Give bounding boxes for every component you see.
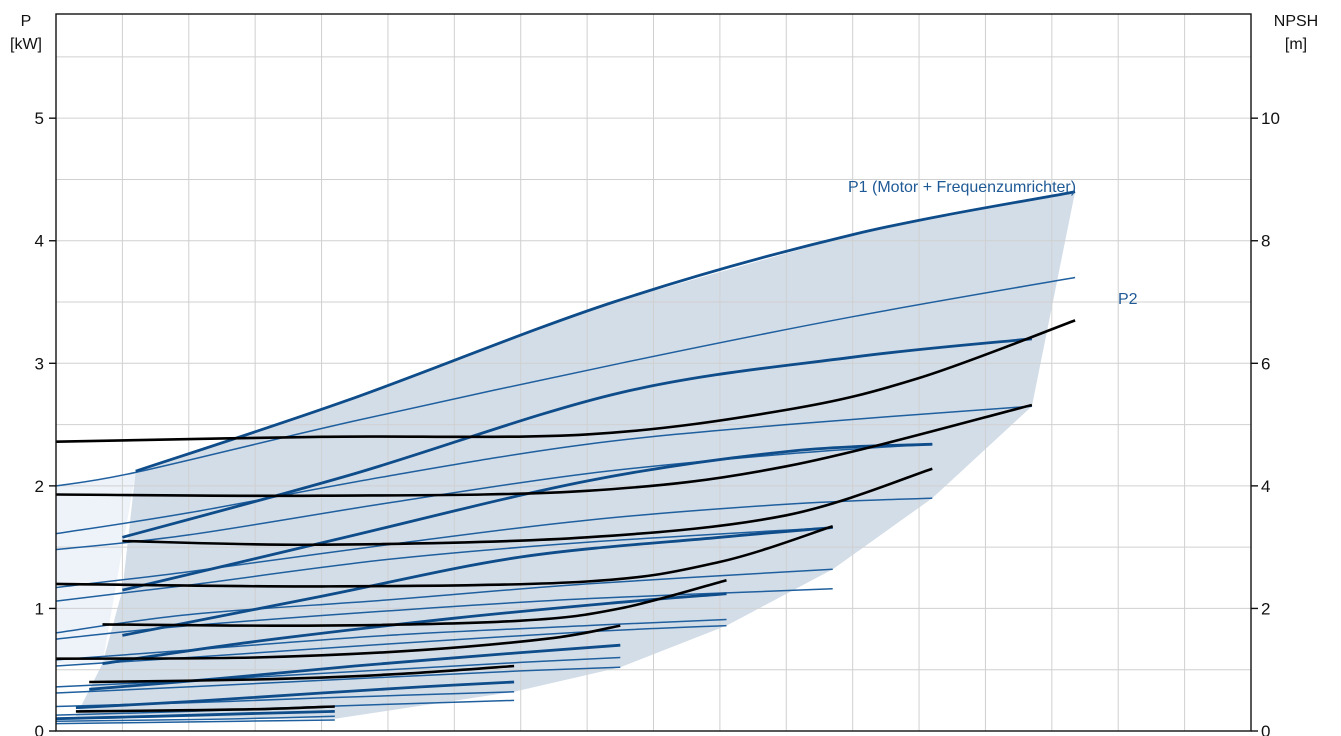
npsh-curve <box>122 467 933 547</box>
p1-curve <box>122 442 933 592</box>
curves <box>55 190 1076 725</box>
right-axis-tick-label: 10 <box>1261 109 1280 128</box>
p2-curve <box>55 715 335 722</box>
plot-frame <box>55 13 1252 732</box>
npsh-curve <box>89 664 515 684</box>
left-axis-label: P <box>21 13 32 30</box>
p1-curve <box>102 592 727 665</box>
npsh-curve <box>102 578 727 628</box>
p2-curve <box>55 618 727 661</box>
p2-curve-label: P2 <box>1118 291 1138 308</box>
p2-curve <box>55 624 727 667</box>
p2-curve <box>55 719 335 725</box>
right-axis-tick-label: 8 <box>1261 232 1270 251</box>
right-axis-label: NPSH <box>1274 13 1318 30</box>
p2-curve <box>55 526 833 602</box>
npsh-curve <box>55 624 621 660</box>
left-axis-tick-label: 4 <box>35 232 44 251</box>
right-axis-unit: [m] <box>1285 36 1307 53</box>
p2-curve <box>55 656 621 688</box>
right-axis-tick-label: 0 <box>1261 722 1270 736</box>
right-axis-tick-label: 4 <box>1261 477 1270 496</box>
p2-curve <box>55 405 1032 535</box>
p2-curve <box>55 443 933 551</box>
operating-region <box>75 191 1076 719</box>
npsh-curve <box>55 319 1076 443</box>
p1-curve <box>55 710 335 721</box>
p1-curve <box>75 680 515 710</box>
p1-curve-label: P1 (Motor + Frequenzumrichter) <box>848 179 1076 196</box>
p2-curve <box>55 276 1076 487</box>
left-axis-unit: [kW] <box>10 36 42 53</box>
npsh-curve <box>55 403 1033 498</box>
low-speed-region <box>56 472 136 664</box>
p2-curve <box>55 666 621 694</box>
right-axis-tick-label: 6 <box>1261 354 1270 373</box>
p1-curve <box>122 337 1033 539</box>
npsh-curve <box>75 705 335 713</box>
p1-curve <box>89 643 621 691</box>
p1-curve <box>122 526 833 637</box>
left-axis-tick-label: 3 <box>35 354 44 373</box>
axes: 0 1 2 3 4 5 0 2 4 6 8 10 <box>35 13 1280 736</box>
npsh-curve <box>55 525 834 588</box>
p2-curve <box>55 497 933 589</box>
left-axis-tick-label: 2 <box>35 477 44 496</box>
left-axis-tick-label: 1 <box>35 599 44 618</box>
right-axis-tick-label: 2 <box>1261 599 1270 618</box>
p2-curve <box>55 568 833 634</box>
p1-curve <box>135 190 1076 473</box>
left-axis-tick-label: 0 <box>35 722 44 736</box>
left-axis-tick-label: 5 <box>35 109 44 128</box>
